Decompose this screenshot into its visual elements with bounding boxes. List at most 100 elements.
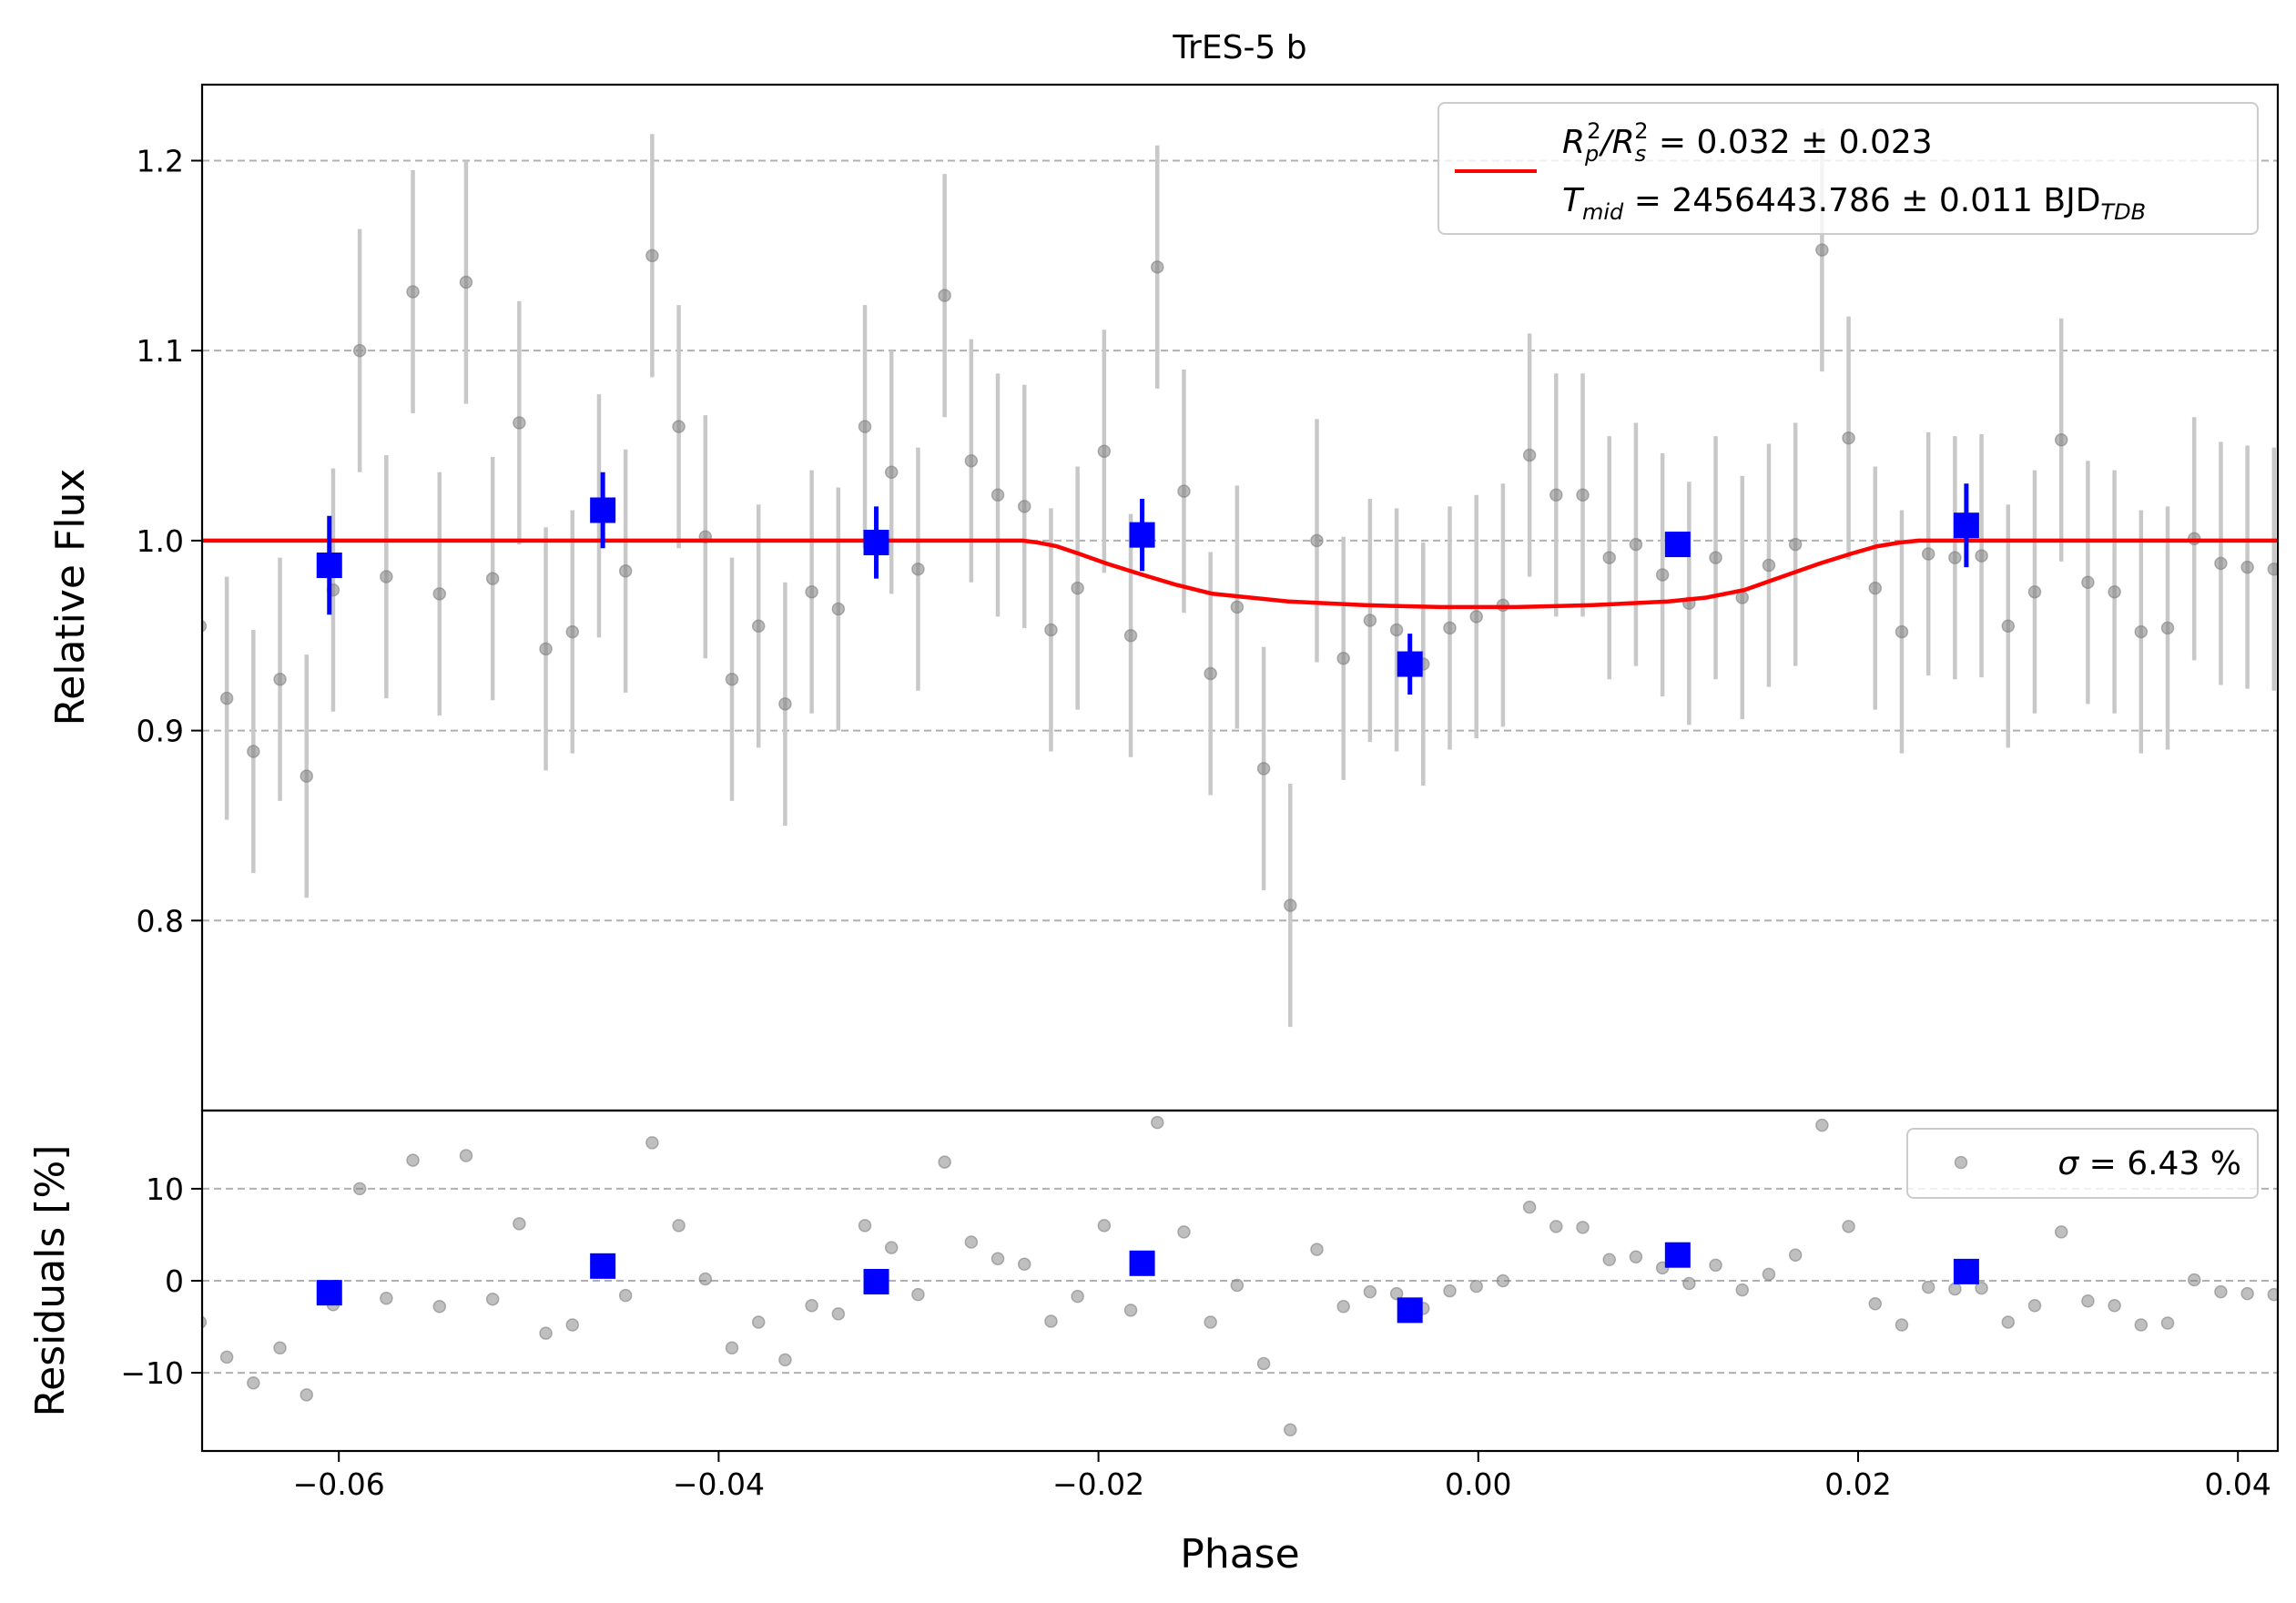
data-point: [485, 572, 500, 585]
residual-point: [1123, 1304, 1138, 1317]
data-point: [1123, 628, 1138, 643]
main-y-axis-label: Relative Flux: [47, 469, 94, 726]
residual-point: [1336, 1300, 1350, 1314]
y-tick-label: 1.2: [137, 143, 184, 178]
x-tick-label: 0.02: [1824, 1466, 1891, 1502]
data-point: [1629, 537, 1643, 552]
residual-point: [352, 1182, 367, 1196]
residual-point: [565, 1318, 580, 1332]
data-point: [432, 587, 447, 601]
data-point: [2001, 619, 2016, 634]
residual-point: [2214, 1284, 2228, 1299]
residual-point: [406, 1153, 420, 1167]
residual-point: [858, 1219, 872, 1233]
residual-binned-point: [316, 1280, 342, 1306]
data-point: [2081, 575, 2095, 590]
residual-point: [1576, 1221, 1590, 1234]
y-tick-label: 0.9: [137, 714, 184, 749]
binned-point: [863, 529, 889, 555]
residual-point: [380, 1291, 393, 1305]
residual-point: [751, 1315, 766, 1329]
residual-point: [1975, 1281, 1988, 1295]
main-legend: Rp2/Rs2 = 0.032 ± 0.023 Tmid = 2456443.7…: [1438, 102, 2259, 235]
residual-point: [432, 1300, 447, 1314]
residual-binned-point: [1129, 1250, 1155, 1276]
residual-point: [513, 1217, 526, 1231]
x-tick-label: −0.04: [673, 1466, 765, 1502]
residual-point: [1310, 1243, 1324, 1256]
x-tick-label: −0.06: [293, 1466, 385, 1502]
main-data-points: [202, 243, 2278, 912]
data-point: [565, 624, 580, 639]
residual-point: [778, 1353, 792, 1367]
data-point: [1097, 444, 1112, 459]
data-point: [247, 745, 260, 758]
data-point: [1469, 610, 1483, 624]
residual-point: [884, 1241, 899, 1254]
data-point: [1762, 558, 1776, 573]
data-point: [911, 562, 925, 576]
residual-point: [1522, 1200, 1537, 1214]
data-point: [831, 602, 846, 616]
y-tick-label: 0.8: [137, 903, 184, 938]
residual-point: [618, 1288, 633, 1303]
residual-point: [2240, 1286, 2254, 1301]
residual-point: [2160, 1316, 2175, 1330]
data-point: [645, 249, 659, 263]
residual-point: [1709, 1258, 1722, 1273]
residual-binned-point: [1397, 1297, 1423, 1324]
residual-point: [964, 1235, 979, 1249]
residual-point: [1948, 1282, 1962, 1296]
residuals-y-ticks: −10 0 10: [120, 1172, 202, 1391]
data-point: [513, 416, 526, 430]
residual-point: [1842, 1220, 1855, 1233]
residual-point: [1602, 1253, 1616, 1267]
data-point: [778, 697, 792, 711]
data-point: [1044, 623, 1058, 637]
residual-point: [202, 1315, 208, 1329]
data-point: [2267, 562, 2278, 576]
data-point: [2240, 560, 2254, 574]
binned-point: [1397, 651, 1423, 677]
data-point: [1975, 549, 1988, 563]
data-point: [1602, 551, 1616, 564]
data-point: [2214, 556, 2228, 571]
x-tick-label: 0.04: [2204, 1466, 2271, 1502]
chart-title: TrES-5 b: [1172, 29, 1306, 66]
main-binned-points: [316, 472, 1979, 695]
residual-point: [2001, 1315, 2016, 1329]
data-point: [1815, 243, 1829, 257]
legend-line-1: Rp2/Rs2 = 0.032 ± 0.023: [1562, 118, 1933, 167]
data-point: [991, 488, 1005, 502]
residual-point: [1682, 1276, 1696, 1291]
data-point: [1230, 600, 1245, 614]
data-point: [352, 343, 367, 358]
data-point: [2054, 433, 2068, 447]
residual-binned-point: [863, 1269, 889, 1295]
residual-point: [991, 1252, 1005, 1265]
residual-point: [1363, 1284, 1377, 1299]
data-point: [1735, 591, 1749, 604]
residual-point: [2108, 1299, 2121, 1313]
data-point: [1151, 260, 1164, 274]
data-point: [725, 672, 739, 686]
residual-point: [1815, 1118, 1829, 1132]
x-tick-label: 0.00: [1445, 1466, 1511, 1502]
residual-point: [1204, 1315, 1217, 1329]
data-point: [964, 453, 979, 468]
data-point: [805, 584, 818, 599]
data-point: [459, 275, 473, 289]
x-tick-label: −0.02: [1052, 1466, 1144, 1502]
data-point: [1842, 431, 1855, 445]
residual-point: [2187, 1273, 2201, 1287]
residual-point: [1443, 1283, 1457, 1298]
data-point: [884, 465, 899, 480]
model-curve: [202, 538, 2278, 610]
residual-point: [539, 1326, 553, 1340]
main-y-ticks: 0.8 0.9 1.0 1.1 1.2: [137, 143, 202, 938]
data-point: [406, 285, 420, 299]
binned-point: [1953, 512, 1979, 539]
residual-point: [300, 1388, 313, 1402]
residual-point: [1496, 1273, 1510, 1288]
residual-point: [1469, 1279, 1483, 1294]
